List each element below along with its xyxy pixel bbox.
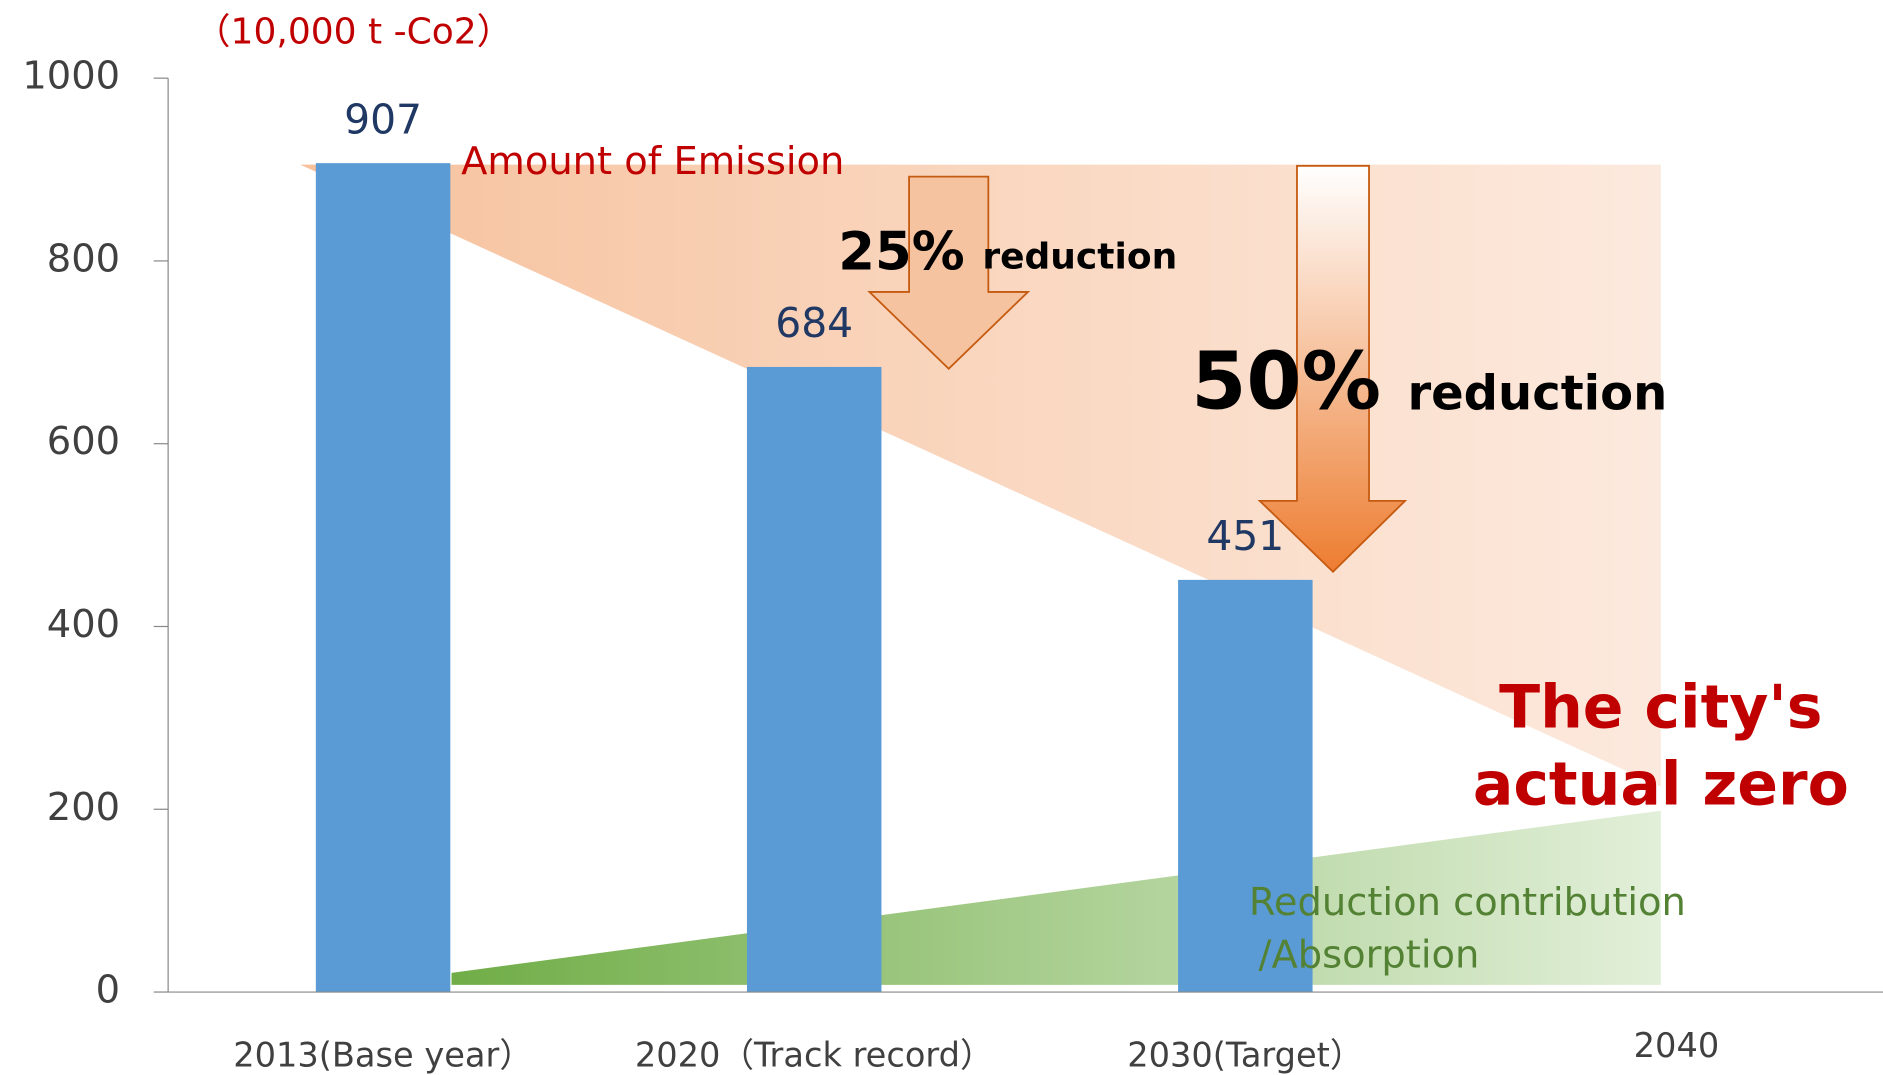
y-tick-label: 800 (47, 236, 120, 281)
x-tick-label: 2013(Base year） (233, 1035, 533, 1074)
bar (746, 366, 882, 993)
unit-label: （10,000 t -Co2） (195, 12, 513, 53)
annotation: 50% (1191, 335, 1381, 428)
annotation: Amount of Emission (461, 139, 844, 184)
annotation: reduction (1407, 365, 1667, 421)
annotation: 25% (838, 221, 964, 282)
annotation: reduction (982, 236, 1177, 277)
y-tick-label: 1000 (22, 54, 120, 99)
arrow-50 (1257, 164, 1408, 573)
bar (315, 163, 451, 993)
annotation: actual zero (1473, 749, 1849, 819)
annotation: /Absorption (1259, 933, 1480, 978)
y-tick-label: 400 (47, 602, 120, 647)
annotation: The city's (1499, 673, 1822, 743)
y-tick-label: 0 (96, 968, 120, 1013)
y-tick-label: 200 (47, 785, 120, 830)
annotation: Reduction contribution (1249, 880, 1686, 925)
arrow-25 (867, 175, 1031, 371)
value-label: 907 (344, 95, 422, 143)
x-tick-label: 2020（Track record） (635, 1035, 994, 1074)
value-label: 684 (775, 299, 853, 347)
bar (1178, 579, 1313, 993)
x-tick-label: 2040 (1634, 1026, 1720, 1065)
y-tick-label: 600 (47, 419, 120, 464)
x-tick-label: 2030(Target） (1127, 1035, 1363, 1074)
value-label: 451 (1206, 512, 1284, 560)
